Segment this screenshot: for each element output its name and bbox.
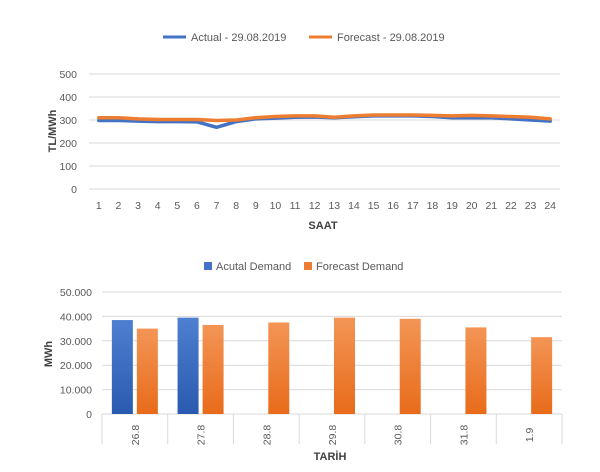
bar-y-tick-labels: 50.000 40.000 30.000 20.000 10.000 0	[60, 287, 92, 421]
line-series-group	[97, 113, 552, 130]
line-x-axis-title: SAAT	[308, 220, 337, 232]
bar-y-tick-label: 0	[86, 409, 92, 421]
bar-forecast-demand	[465, 327, 487, 414]
line-y-tick-label: 200	[59, 138, 77, 150]
line-x-tick-label: 11	[290, 200, 301, 212]
line-x-tick-label: 23	[525, 200, 537, 212]
bar-x-tick-label: 31.8	[458, 425, 470, 446]
line-y-tick-label: 100	[59, 161, 77, 173]
line-x-tick-label: 13	[328, 200, 340, 212]
legend-label-forecast-demand: Forecast Demand	[316, 261, 403, 273]
bar-y-tick-label: 10.000	[60, 385, 92, 397]
line-x-tick-label: 5	[174, 200, 180, 212]
bar-gridlines	[102, 291, 562, 415]
bar-forecast-demand	[202, 324, 224, 414]
line-x-tick-label: 6	[194, 200, 200, 212]
legend-label-actual: Actual - 29.08.2019	[191, 32, 286, 44]
line-gridlines	[89, 73, 560, 190]
bar-forecast-demand	[136, 328, 158, 414]
bar-y-tick-label: 40.000	[60, 311, 92, 323]
bar-y-axis-title: MWh	[43, 341, 55, 368]
bar-forecast-demand	[268, 322, 290, 414]
bar-x-tick-label: 1.9	[524, 428, 536, 443]
bar-x-tick-label: 29.8	[327, 425, 339, 446]
line-x-tick-label: 8	[233, 200, 239, 212]
line-x-tick-label: 17	[407, 200, 419, 212]
bar-forecast-demand	[531, 337, 553, 414]
line-chart: Actual - 29.08.2019 Forecast - 29.08.201…	[47, 32, 560, 232]
line-x-tick-label: 1	[96, 200, 102, 212]
bar-x-tick-label: 27.8	[196, 425, 208, 446]
line-y-tick-label: 300	[59, 115, 77, 127]
line-x-tick-labels: 1 2 3 4 5 6 7 8 9 10 11 12 13 14 15 16 17 18 19 20 21 22 23 24	[96, 200, 556, 212]
bar-bars-group	[111, 317, 553, 414]
line-x-tick-label: 15	[368, 200, 380, 212]
line-x-tick-label: 4	[155, 200, 161, 212]
bar-x-tick-labels: 26.8 27.8 28.8 29.8 30.8 31.8 1.9	[101, 414, 563, 446]
line-x-tick-label: 7	[214, 200, 220, 212]
bar-legend: Acutal Demand Forecast Demand	[204, 261, 403, 273]
bar-x-axis-title: TARİH	[314, 450, 347, 463]
line-y-tick-label: 0	[71, 184, 77, 196]
line-legend: Actual - 29.08.2019 Forecast - 29.08.201…	[163, 32, 445, 44]
bar-actual-demand	[177, 317, 199, 414]
line-x-tick-label: 10	[270, 200, 282, 212]
bar-x-tick-label: 26.8	[130, 425, 142, 446]
series-line-forecast	[97, 113, 552, 123]
legend-label-forecast: Forecast - 29.08.2019	[337, 32, 445, 44]
legend-swatch-actual-demand	[204, 262, 212, 270]
bar-actual-demand	[111, 320, 133, 414]
bar-forecast-demand	[334, 317, 355, 414]
line-x-tick-label: 22	[505, 200, 517, 212]
line-x-tick-label: 9	[253, 200, 259, 212]
line-y-tick-label: 500	[59, 69, 77, 81]
line-x-tick-label: 21	[485, 200, 497, 212]
line-x-tick-label: 12	[309, 200, 321, 212]
line-y-tick-labels: 500 400 300 200 100 0	[59, 69, 77, 196]
line-x-tick-label: 18	[427, 200, 439, 212]
line-x-tick-label: 19	[446, 200, 458, 212]
line-x-tick-label: 2	[116, 200, 122, 212]
line-x-tick-label: 14	[348, 200, 360, 212]
bar-chart: Acutal Demand Forecast Demand 50.000 40.0…	[43, 261, 563, 463]
legend-swatch-forecast-demand	[304, 262, 312, 270]
bar-y-tick-label: 20.000	[60, 360, 92, 372]
bar-x-tick-label: 28.8	[261, 425, 273, 446]
line-y-axis-title: TL/MWh	[47, 109, 59, 152]
line-x-tick-label: 20	[466, 200, 478, 212]
bar-forecast-demand	[399, 318, 421, 414]
legend-label-actual-demand: Acutal Demand	[216, 261, 291, 273]
bar-y-tick-label: 50.000	[60, 287, 92, 299]
bar-y-tick-label: 30.000	[60, 336, 92, 348]
line-y-tick-label: 400	[59, 92, 77, 104]
line-x-tick-label: 3	[135, 200, 141, 212]
bar-x-tick-label: 30.8	[393, 425, 405, 446]
line-x-tick-label: 16	[387, 200, 399, 212]
line-x-tick-label: 24	[544, 200, 556, 212]
